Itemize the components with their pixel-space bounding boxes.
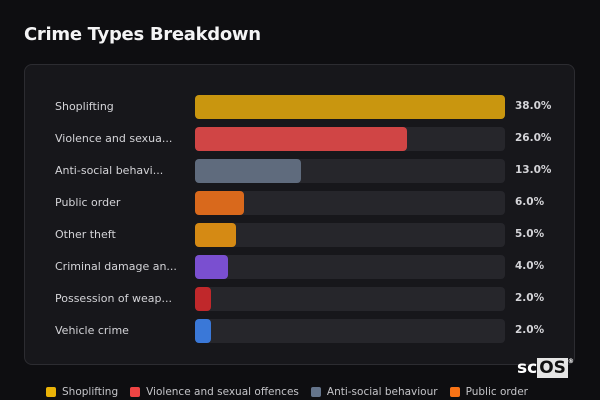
bar	[195, 191, 244, 215]
legend-swatch	[46, 387, 56, 397]
legend-label: Shoplifting	[62, 386, 119, 398]
bar-label: Shoplifting	[55, 100, 114, 113]
watermark-highlight: OS	[537, 358, 568, 378]
bar-label: Anti-social behavi...	[55, 164, 164, 177]
bar	[195, 95, 505, 119]
bar-row: Possession of weap... 2.0%	[25, 287, 574, 311]
bar-row: Violence and sexua... 26.0%	[25, 127, 574, 151]
legend-label: Anti-social behaviour	[326, 386, 438, 398]
bar-row: Vehicle crime 2.0%	[25, 319, 574, 343]
bar-track	[195, 191, 505, 215]
bar-label: Possession of weap...	[55, 292, 172, 305]
legend-swatch	[310, 387, 321, 397]
watermark-logo: sc OS ®	[517, 358, 574, 378]
legend-item[interactable]: Public order	[449, 386, 528, 398]
bar-row: Public order 6.0%	[25, 191, 574, 215]
legend-swatch	[130, 387, 141, 397]
bar-value-label: 13.0%	[515, 164, 552, 176]
bar-label: Other theft	[55, 228, 116, 241]
legend-swatch	[449, 387, 460, 397]
bar-label: Violence and sexua...	[55, 132, 173, 145]
bar-label: Vehicle crime	[55, 324, 129, 337]
bar-track	[195, 255, 505, 279]
bar	[195, 223, 236, 247]
bar-row: Anti-social behavi... 13.0%	[25, 159, 574, 183]
bar	[195, 287, 212, 311]
legend-label: Public order	[465, 386, 528, 398]
bar-track	[195, 287, 505, 311]
legend-item[interactable]: Shoplifting	[46, 386, 118, 398]
chart-card: Shoplifting 38.0% Violence and sexua... 2…	[24, 64, 575, 365]
bar-value-label: 2.0%	[515, 324, 545, 336]
legend-item[interactable]: Violence and sexual offences	[130, 386, 299, 398]
bar-track	[195, 95, 505, 119]
bar	[195, 319, 212, 343]
legend: Shoplifting Violence and sexual offences A…	[46, 386, 528, 398]
bar-label: Public order	[55, 196, 121, 209]
bar-value-label: 5.0%	[515, 228, 545, 240]
bar-track	[195, 319, 505, 343]
bar-row: Other theft 5.0%	[25, 223, 574, 247]
watermark-mark: ®	[567, 358, 574, 365]
bar-row: Criminal damage an... 4.0%	[25, 255, 574, 279]
bar-track	[195, 223, 505, 247]
bar-value-label: 4.0%	[515, 260, 545, 272]
page-title: Crime Types Breakdown	[24, 24, 261, 45]
bar-value-label: 38.0%	[515, 100, 552, 112]
bar	[195, 127, 408, 151]
legend-item[interactable]: Anti-social behaviour	[310, 386, 438, 398]
bar-track	[195, 127, 505, 151]
bar-row: Shoplifting 38.0%	[25, 95, 574, 119]
bar	[195, 255, 228, 279]
bar-label: Criminal damage an...	[55, 260, 177, 273]
bar-value-label: 26.0%	[515, 132, 552, 144]
bar-track	[195, 159, 505, 183]
bar	[195, 159, 302, 183]
bar-value-label: 2.0%	[515, 292, 545, 304]
bar-value-label: 6.0%	[515, 196, 545, 208]
watermark-prefix: sc	[517, 358, 538, 378]
legend-label: Violence and sexual offences	[146, 386, 299, 398]
